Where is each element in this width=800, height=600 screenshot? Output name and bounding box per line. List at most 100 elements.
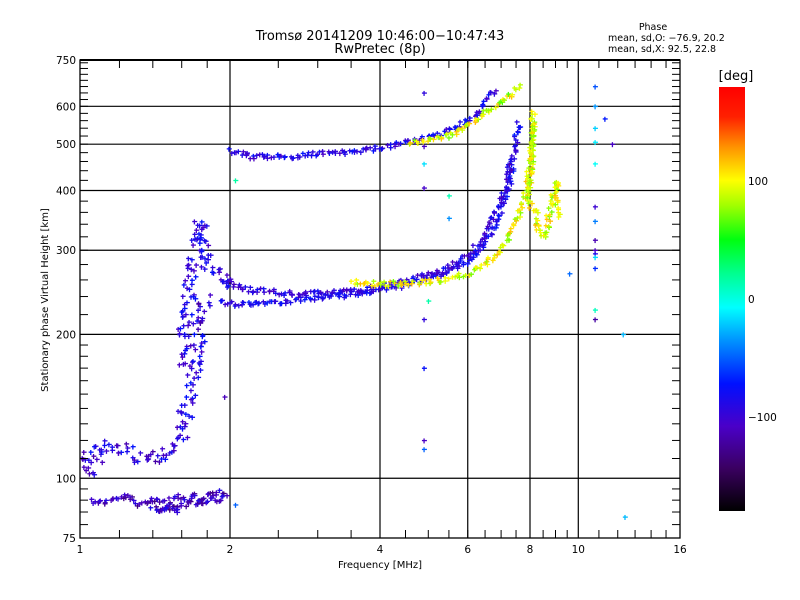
data-point — [592, 219, 598, 225]
data-point — [443, 275, 449, 281]
data-point — [184, 504, 190, 510]
data-point — [514, 218, 520, 224]
data-point — [550, 201, 556, 207]
data-point — [190, 382, 196, 388]
data-point — [481, 242, 487, 248]
data-point — [357, 289, 363, 295]
data-point — [80, 456, 86, 462]
data-point — [513, 137, 519, 143]
data-point — [525, 186, 531, 192]
data-point — [556, 205, 562, 211]
data-point — [486, 109, 492, 115]
data-point — [180, 314, 186, 320]
data-point — [491, 217, 497, 223]
data-point — [405, 138, 411, 144]
data-point — [486, 108, 492, 114]
data-point — [188, 388, 194, 394]
data-point — [269, 299, 275, 305]
data-point — [484, 96, 490, 102]
data-point — [526, 201, 532, 207]
data-point — [198, 359, 204, 365]
data-point — [290, 292, 296, 298]
data-point — [180, 354, 186, 360]
data-point — [592, 161, 598, 167]
data-point — [114, 495, 120, 501]
data-point — [410, 276, 416, 282]
data-point — [217, 270, 223, 276]
data-point — [199, 219, 205, 225]
data-point — [130, 444, 136, 450]
data-point — [356, 293, 362, 299]
data-point — [149, 496, 155, 502]
data-point — [199, 227, 205, 233]
data-point — [181, 437, 187, 443]
data-point — [592, 251, 598, 257]
colorbar-tick-label: −100 — [748, 412, 777, 424]
data-point — [504, 184, 510, 190]
data-point — [300, 151, 306, 157]
data-point — [130, 455, 136, 461]
x-tick-label: 8 — [527, 544, 534, 556]
data-point — [170, 441, 176, 447]
data-point — [186, 319, 192, 325]
data-point — [188, 380, 194, 386]
data-point — [504, 194, 510, 200]
data-point — [456, 271, 462, 277]
data-point — [222, 394, 228, 400]
data-point — [517, 207, 523, 213]
data-point — [186, 413, 192, 419]
data-point — [200, 225, 206, 231]
data-point — [529, 109, 535, 115]
data-point — [443, 278, 449, 284]
data-point — [175, 504, 181, 510]
data-point — [139, 500, 145, 506]
data-point — [513, 87, 519, 93]
data-point — [463, 272, 469, 278]
data-point — [297, 154, 303, 160]
data-point — [474, 110, 480, 116]
data-point — [226, 146, 232, 152]
data-point — [367, 291, 373, 297]
data-point — [486, 234, 492, 240]
data-point — [236, 149, 242, 155]
data-point — [547, 212, 553, 218]
data-point — [88, 450, 94, 456]
data-point — [131, 498, 137, 504]
data-point — [415, 140, 421, 146]
data-point — [195, 223, 201, 229]
data-point — [348, 279, 354, 285]
data-point — [444, 269, 450, 275]
data-point — [517, 214, 523, 220]
data-point — [383, 283, 389, 289]
data-point — [505, 233, 511, 239]
data-point — [531, 153, 537, 159]
data-point — [184, 383, 190, 389]
data-point — [312, 297, 318, 303]
data-point — [262, 301, 268, 307]
data-point — [361, 281, 367, 287]
data-point — [554, 187, 560, 193]
data-point — [93, 499, 99, 505]
data-point — [159, 456, 165, 462]
data-point — [520, 205, 526, 211]
data-point — [507, 176, 513, 182]
data-point — [370, 285, 376, 291]
data-point — [342, 152, 348, 158]
data-point — [308, 289, 314, 295]
data-point — [218, 498, 224, 504]
data-point — [543, 223, 549, 229]
data-point — [193, 262, 199, 268]
data-point — [265, 152, 271, 158]
data-point — [392, 284, 398, 290]
data-point — [557, 212, 563, 218]
data-point — [501, 201, 507, 207]
data-point — [287, 290, 293, 296]
data-point — [404, 277, 410, 283]
y-tick-label: 300 — [56, 245, 76, 257]
data-point — [530, 169, 536, 175]
data-point — [414, 277, 420, 283]
data-point — [434, 271, 440, 277]
data-point — [511, 166, 517, 172]
data-point — [187, 287, 193, 293]
data-point — [497, 196, 503, 202]
